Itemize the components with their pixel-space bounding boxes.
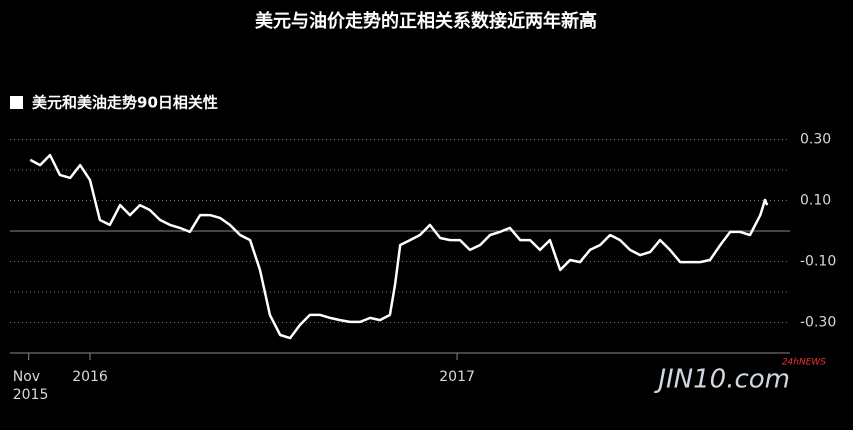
- legend-swatch: [10, 96, 23, 109]
- watermark: JIN10.com: [653, 365, 790, 395]
- y-tick-label: -0.10: [800, 254, 836, 270]
- y-tick-label: 0.10: [800, 193, 831, 209]
- chart-title: 美元与油价走势的正相关系数接近两年新高: [255, 10, 597, 32]
- watermark-badge: 24hNEWS: [782, 358, 826, 368]
- series-line: [29, 153, 769, 340]
- x-tick-label: 2017: [439, 369, 475, 385]
- x-tick-label: 2016: [72, 369, 108, 385]
- legend-label: 美元和美油走势90日相关性: [32, 94, 218, 112]
- x-tick-label: Nov 2015: [13, 369, 49, 403]
- y-tick-label: -0.30: [800, 315, 836, 331]
- y-tick-label: 0.30: [800, 132, 831, 148]
